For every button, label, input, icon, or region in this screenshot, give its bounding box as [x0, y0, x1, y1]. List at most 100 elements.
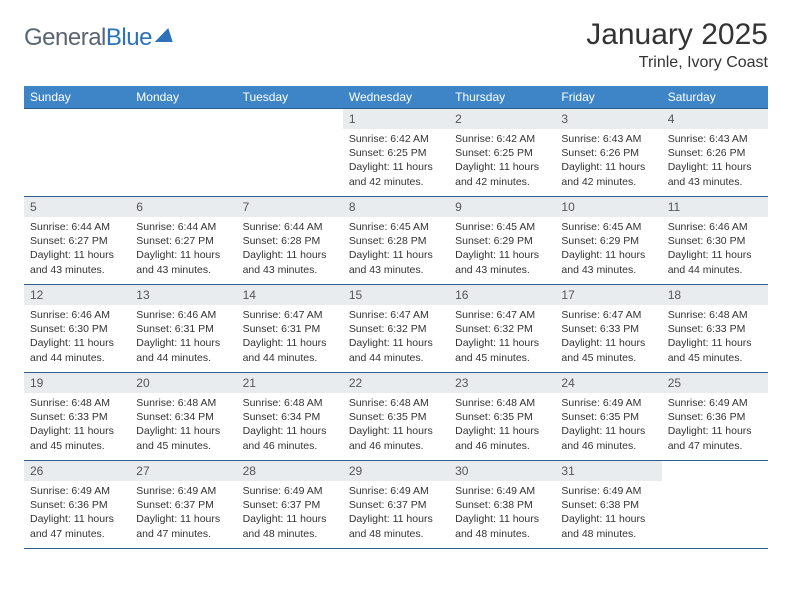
- daylight-line: Daylight: 11 hours and 47 minutes.: [668, 424, 762, 452]
- day-number: 19: [24, 373, 130, 393]
- calendar-body: ......1Sunrise: 6:42 AMSunset: 6:25 PMDa…: [24, 109, 768, 549]
- calendar-week-row: 5Sunrise: 6:44 AMSunset: 6:27 PMDaylight…: [24, 197, 768, 285]
- day-content: Sunrise: 6:47 AMSunset: 6:32 PMDaylight:…: [449, 305, 555, 371]
- sunset-line: Sunset: 6:28 PM: [349, 234, 443, 248]
- sunset-line: Sunset: 6:32 PM: [349, 322, 443, 336]
- daylight-line: Daylight: 11 hours and 42 minutes.: [349, 160, 443, 188]
- day-content: Sunrise: 6:49 AMSunset: 6:35 PMDaylight:…: [555, 393, 661, 459]
- sunset-line: Sunset: 6:31 PM: [243, 322, 337, 336]
- day-content: Sunrise: 6:45 AMSunset: 6:28 PMDaylight:…: [343, 217, 449, 283]
- weekday-header: Tuesday: [237, 86, 343, 109]
- day-content: Sunrise: 6:48 AMSunset: 6:35 PMDaylight:…: [449, 393, 555, 459]
- calendar-day-cell: ..: [130, 109, 236, 197]
- sunset-line: Sunset: 6:29 PM: [561, 234, 655, 248]
- daylight-line: Daylight: 11 hours and 42 minutes.: [455, 160, 549, 188]
- day-number: 7: [237, 197, 343, 217]
- day-number: 14: [237, 285, 343, 305]
- sunset-line: Sunset: 6:37 PM: [243, 498, 337, 512]
- calendar-day-cell: 21Sunrise: 6:48 AMSunset: 6:34 PMDayligh…: [237, 373, 343, 461]
- calendar-day-cell: 15Sunrise: 6:47 AMSunset: 6:32 PMDayligh…: [343, 285, 449, 373]
- sunrise-line: Sunrise: 6:48 AM: [30, 396, 124, 410]
- calendar-day-cell: ..: [662, 461, 768, 549]
- day-number: 2: [449, 109, 555, 129]
- sunrise-line: Sunrise: 6:47 AM: [455, 308, 549, 322]
- day-content: Sunrise: 6:46 AMSunset: 6:30 PMDaylight:…: [24, 305, 130, 371]
- daylight-line: Daylight: 11 hours and 44 minutes.: [668, 248, 762, 276]
- day-content: Sunrise: 6:49 AMSunset: 6:37 PMDaylight:…: [237, 481, 343, 547]
- sunrise-line: Sunrise: 6:42 AM: [455, 132, 549, 146]
- sunrise-line: Sunrise: 6:48 AM: [136, 396, 230, 410]
- sunrise-line: Sunrise: 6:48 AM: [455, 396, 549, 410]
- day-content: Sunrise: 6:47 AMSunset: 6:32 PMDaylight:…: [343, 305, 449, 371]
- daylight-line: Daylight: 11 hours and 43 minutes.: [561, 248, 655, 276]
- calendar-day-cell: 31Sunrise: 6:49 AMSunset: 6:38 PMDayligh…: [555, 461, 661, 549]
- day-content: Sunrise: 6:42 AMSunset: 6:25 PMDaylight:…: [449, 129, 555, 195]
- day-content: Sunrise: 6:49 AMSunset: 6:38 PMDaylight:…: [449, 481, 555, 547]
- sunrise-line: Sunrise: 6:45 AM: [561, 220, 655, 234]
- sunset-line: Sunset: 6:38 PM: [455, 498, 549, 512]
- month-title: January 2025: [586, 18, 768, 52]
- day-content: Sunrise: 6:48 AMSunset: 6:34 PMDaylight:…: [237, 393, 343, 459]
- calendar-week-row: ......1Sunrise: 6:42 AMSunset: 6:25 PMDa…: [24, 109, 768, 197]
- calendar-day-cell: 27Sunrise: 6:49 AMSunset: 6:37 PMDayligh…: [130, 461, 236, 549]
- day-number: 21: [237, 373, 343, 393]
- header: GeneralBlue January 2025 Trinle, Ivory C…: [24, 18, 768, 72]
- weekday-header: Sunday: [24, 86, 130, 109]
- sunset-line: Sunset: 6:35 PM: [561, 410, 655, 424]
- sunrise-line: Sunrise: 6:46 AM: [136, 308, 230, 322]
- calendar-day-cell: 22Sunrise: 6:48 AMSunset: 6:35 PMDayligh…: [343, 373, 449, 461]
- day-number: 31: [555, 461, 661, 481]
- daylight-line: Daylight: 11 hours and 43 minutes.: [30, 248, 124, 276]
- daylight-line: Daylight: 11 hours and 45 minutes.: [30, 424, 124, 452]
- daylight-line: Daylight: 11 hours and 46 minutes.: [243, 424, 337, 452]
- sunrise-line: Sunrise: 6:49 AM: [668, 396, 762, 410]
- day-number: 16: [449, 285, 555, 305]
- sunrise-line: Sunrise: 6:49 AM: [455, 484, 549, 498]
- calendar-day-cell: 24Sunrise: 6:49 AMSunset: 6:35 PMDayligh…: [555, 373, 661, 461]
- day-number: 18: [662, 285, 768, 305]
- sunset-line: Sunset: 6:33 PM: [30, 410, 124, 424]
- logo-part2: Blue: [106, 24, 152, 51]
- sunrise-line: Sunrise: 6:49 AM: [136, 484, 230, 498]
- calendar-day-cell: 8Sunrise: 6:45 AMSunset: 6:28 PMDaylight…: [343, 197, 449, 285]
- day-content: Sunrise: 6:44 AMSunset: 6:27 PMDaylight:…: [130, 217, 236, 283]
- sunset-line: Sunset: 6:33 PM: [668, 322, 762, 336]
- weekday-header: Wednesday: [343, 86, 449, 109]
- sunrise-line: Sunrise: 6:47 AM: [349, 308, 443, 322]
- sunset-line: Sunset: 6:26 PM: [668, 146, 762, 160]
- calendar-day-cell: 13Sunrise: 6:46 AMSunset: 6:31 PMDayligh…: [130, 285, 236, 373]
- calendar-day-cell: 30Sunrise: 6:49 AMSunset: 6:38 PMDayligh…: [449, 461, 555, 549]
- calendar-day-cell: 28Sunrise: 6:49 AMSunset: 6:37 PMDayligh…: [237, 461, 343, 549]
- day-number: 3: [555, 109, 661, 129]
- day-number: 17: [555, 285, 661, 305]
- calendar-day-cell: 26Sunrise: 6:49 AMSunset: 6:36 PMDayligh…: [24, 461, 130, 549]
- calendar-head: SundayMondayTuesdayWednesdayThursdayFrid…: [24, 86, 768, 109]
- daylight-line: Daylight: 11 hours and 48 minutes.: [455, 512, 549, 540]
- sunset-line: Sunset: 6:31 PM: [136, 322, 230, 336]
- sunset-line: Sunset: 6:34 PM: [243, 410, 337, 424]
- sunrise-line: Sunrise: 6:45 AM: [349, 220, 443, 234]
- day-number: 15: [343, 285, 449, 305]
- daylight-line: Daylight: 11 hours and 45 minutes.: [455, 336, 549, 364]
- daylight-line: Daylight: 11 hours and 48 minutes.: [349, 512, 443, 540]
- daylight-line: Daylight: 11 hours and 45 minutes.: [136, 424, 230, 452]
- sunset-line: Sunset: 6:37 PM: [349, 498, 443, 512]
- day-content: Sunrise: 6:48 AMSunset: 6:33 PMDaylight:…: [24, 393, 130, 459]
- day-number: 23: [449, 373, 555, 393]
- calendar-day-cell: 6Sunrise: 6:44 AMSunset: 6:27 PMDaylight…: [130, 197, 236, 285]
- calendar-day-cell: 23Sunrise: 6:48 AMSunset: 6:35 PMDayligh…: [449, 373, 555, 461]
- sunset-line: Sunset: 6:33 PM: [561, 322, 655, 336]
- sunrise-line: Sunrise: 6:44 AM: [243, 220, 337, 234]
- daylight-line: Daylight: 11 hours and 43 minutes.: [455, 248, 549, 276]
- sunrise-line: Sunrise: 6:47 AM: [243, 308, 337, 322]
- calendar-week-row: 19Sunrise: 6:48 AMSunset: 6:33 PMDayligh…: [24, 373, 768, 461]
- sunrise-line: Sunrise: 6:46 AM: [668, 220, 762, 234]
- sunrise-line: Sunrise: 6:45 AM: [455, 220, 549, 234]
- logo-triangle-icon: [155, 28, 178, 42]
- sunset-line: Sunset: 6:25 PM: [455, 146, 549, 160]
- day-content: Sunrise: 6:44 AMSunset: 6:27 PMDaylight:…: [24, 217, 130, 283]
- day-number: 29: [343, 461, 449, 481]
- sunrise-line: Sunrise: 6:48 AM: [243, 396, 337, 410]
- calendar-day-cell: ..: [237, 109, 343, 197]
- weekday-header: Monday: [130, 86, 236, 109]
